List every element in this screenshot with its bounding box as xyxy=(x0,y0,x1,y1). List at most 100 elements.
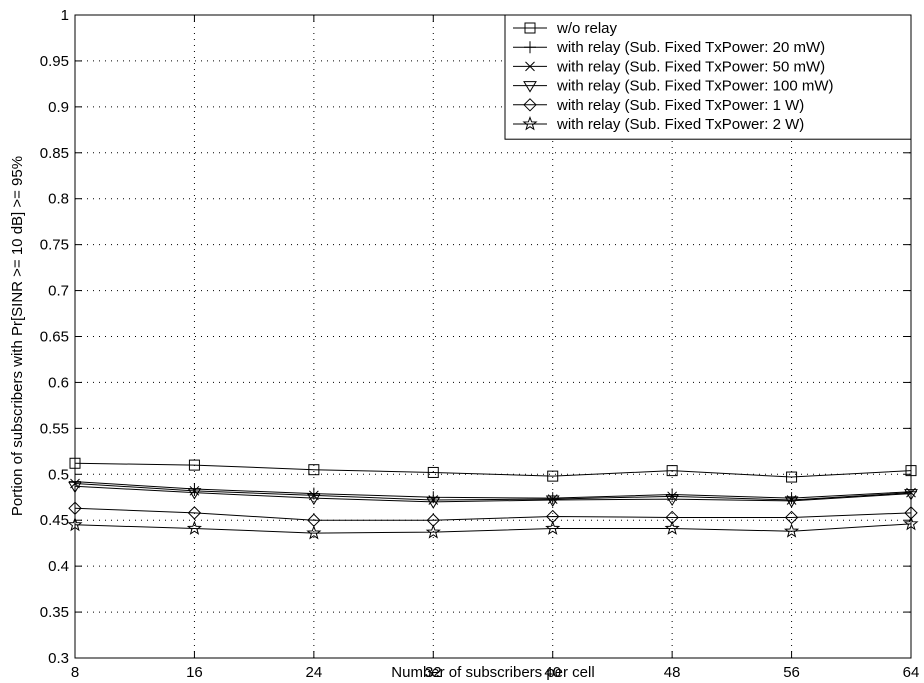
square-marker xyxy=(547,470,559,482)
data-point xyxy=(784,523,800,538)
square-marker xyxy=(188,459,200,471)
data-point xyxy=(665,510,679,525)
legend-label: with relay (Sub. Fixed TxPower: 20 mW) xyxy=(556,39,825,56)
triangle-down-marker xyxy=(187,488,202,500)
diamond-marker xyxy=(523,98,537,112)
series-line xyxy=(74,485,912,503)
data-point xyxy=(545,495,560,507)
data-point xyxy=(546,492,559,505)
legend-label: with relay (Sub. Fixed TxPower: 100 mW) xyxy=(556,78,833,95)
plus-marker xyxy=(524,41,536,54)
y-tick-label: 0.7 xyxy=(48,283,69,300)
x-marker xyxy=(525,61,535,72)
y-tick-label: 0.75 xyxy=(40,237,69,254)
legend-entry: with relay (Sub. Fixed TxPower: 20 mW) xyxy=(513,39,825,56)
star-marker xyxy=(784,523,800,538)
legend-box xyxy=(504,14,912,140)
data-point xyxy=(187,488,202,500)
series-layer xyxy=(67,457,919,540)
legend-entry: with relay (Sub. Fixed TxPower: 50 mW) xyxy=(513,58,825,75)
y-tick-label: 0.8 xyxy=(48,191,69,208)
star-marker xyxy=(306,525,322,540)
diamond-marker xyxy=(187,506,202,520)
triangle-down-marker xyxy=(426,497,441,509)
data-point xyxy=(306,493,321,506)
series-1 xyxy=(69,457,917,483)
square-marker xyxy=(524,22,536,34)
y-tick-label: 0.95 xyxy=(40,53,69,70)
data-point xyxy=(547,470,559,482)
triangle-down-marker xyxy=(784,496,799,508)
data-point xyxy=(785,492,798,505)
star-marker xyxy=(425,524,441,539)
data-point xyxy=(308,464,320,476)
triangle-down-marker xyxy=(523,81,537,93)
y-tick-label: 0.4 xyxy=(48,558,69,575)
x-tick-label: 32 xyxy=(425,664,442,681)
series-line xyxy=(74,507,912,521)
data-point xyxy=(188,459,200,471)
legend: w/o relay with relay (Sub. Fixed TxPower:… xyxy=(504,14,912,140)
x-tick-label: 48 xyxy=(664,664,681,681)
y-tick-label: 0.6 xyxy=(48,374,69,391)
data-point xyxy=(427,491,440,504)
series-line xyxy=(74,462,912,478)
x-tick-label: 8 xyxy=(71,664,79,681)
legend-label: with relay (Sub. Fixed TxPower: 1 W) xyxy=(556,97,804,114)
square-marker xyxy=(427,466,439,478)
triangle-down-marker xyxy=(665,494,680,507)
star-marker xyxy=(522,116,538,131)
plus-marker xyxy=(666,488,679,501)
y-tick-label: 0.65 xyxy=(40,329,69,346)
legend-label: with relay (Sub. Fixed TxPower: 50 mW) xyxy=(556,58,825,75)
y-tick-label: 0.3 xyxy=(48,650,69,667)
x-axis-title: Number of subscribers per cell xyxy=(391,664,594,681)
legend-entry: with relay (Sub. Fixed TxPower: 100 mW) xyxy=(513,78,833,95)
tick-labels: 8 16 24 32 40 48 56 64 0.3 0.35 0.4 0.45 0.5 0.55 0.6 0… xyxy=(40,7,920,681)
data-point xyxy=(665,494,680,507)
data-point xyxy=(307,487,320,500)
data-point xyxy=(186,520,202,535)
data-point xyxy=(306,525,322,540)
legend-entry: with relay (Sub. Fixed TxPower: 1 W) xyxy=(513,97,804,114)
plus-marker xyxy=(307,487,320,500)
x-tick-label: 56 xyxy=(783,664,800,681)
data-point xyxy=(427,466,439,478)
legend-entry: w/o relay xyxy=(513,20,618,37)
square-marker xyxy=(308,464,320,476)
diamond-marker xyxy=(665,510,679,525)
data-point xyxy=(666,465,678,477)
triangle-down-marker xyxy=(545,495,560,507)
grid-lines xyxy=(75,15,911,658)
data-point xyxy=(784,496,799,508)
y-tick-label: 0.55 xyxy=(40,420,69,437)
data-point xyxy=(666,488,679,501)
data-point xyxy=(545,520,561,535)
x-tick-label: 24 xyxy=(306,664,323,681)
y-tick-label: 0.35 xyxy=(40,604,69,621)
plus-marker xyxy=(785,492,798,505)
square-marker xyxy=(786,471,798,483)
star-marker xyxy=(186,520,202,535)
y-tick-label: 0.45 xyxy=(40,512,69,529)
data-point xyxy=(187,506,202,520)
x-tick-label: 16 xyxy=(186,664,203,681)
plus-marker xyxy=(427,491,440,504)
legend-entry: with relay (Sub. Fixed TxPower: 2 W) xyxy=(513,116,804,133)
triangle-down-marker xyxy=(306,493,321,506)
legend-label: with relay (Sub. Fixed TxPower: 2 W) xyxy=(556,116,804,133)
data-point xyxy=(786,471,798,483)
data-point xyxy=(664,520,680,535)
series-line xyxy=(74,482,912,501)
plus-marker xyxy=(546,492,559,505)
data-point xyxy=(426,497,441,509)
y-tick-label: 0.9 xyxy=(48,99,69,116)
y-tick-label: 0.5 xyxy=(48,466,69,483)
star-marker xyxy=(545,520,561,535)
y-tick-label: 1 xyxy=(61,7,69,24)
data-point xyxy=(425,524,441,539)
y-tick-label: 0.85 xyxy=(40,145,69,162)
series-5 xyxy=(68,501,918,527)
series-line xyxy=(74,481,912,499)
star-marker xyxy=(664,520,680,535)
